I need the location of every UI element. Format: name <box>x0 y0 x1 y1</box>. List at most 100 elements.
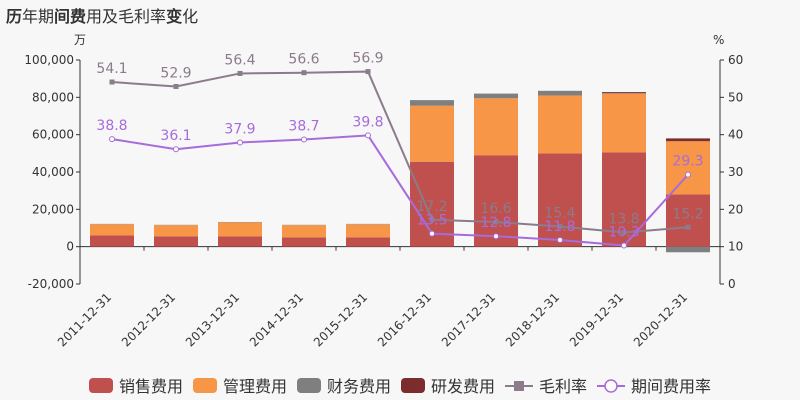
bar-segment <box>410 100 454 106</box>
data-label: 13.8 <box>608 211 639 227</box>
bar-segment <box>602 93 646 153</box>
bar-segment <box>90 235 134 247</box>
right-tick-label: 20 <box>728 202 743 216</box>
data-label: 12.8 <box>480 215 511 231</box>
data-label: 11.8 <box>544 219 575 235</box>
data-label: 38.7 <box>288 119 319 135</box>
left-tick-label: 60,000 <box>32 128 74 142</box>
series-line <box>111 134 689 247</box>
bar-segment <box>346 224 390 238</box>
bar-segment <box>154 225 198 237</box>
legend-group: 销售费用 管理费用 财务费用 研发费用 毛利率 期间费用率 <box>89 377 711 396</box>
bar-segment <box>666 138 710 142</box>
legend-marker <box>604 379 618 393</box>
x-tick-label: 2013-12-31 <box>183 290 242 349</box>
right-tick-label: 60 <box>728 53 743 67</box>
series-point <box>301 70 307 76</box>
x-tick-label: 2017-12-31 <box>439 290 498 349</box>
series-point <box>301 136 307 143</box>
right-axis-unit: % <box>713 33 724 47</box>
title-part4: 变 <box>166 7 183 26</box>
bar-segment <box>282 237 326 247</box>
bar-segment <box>666 246 710 253</box>
data-label: 17.2 <box>416 199 447 215</box>
data-label: 36.1 <box>160 128 191 144</box>
title-part3: 用及毛利率 <box>86 7 167 26</box>
left-tick-label: -20,000 <box>28 277 74 291</box>
x-tick-label: 2014-12-31 <box>247 290 306 349</box>
left-tick-label: 0 <box>66 240 74 254</box>
bar-segment <box>602 93 646 94</box>
title-part1: 年期 <box>22 7 55 26</box>
x-tick-label: 2012-12-31 <box>119 290 178 349</box>
title-prefix: 历 <box>6 7 23 26</box>
left-axis-unit: 万 <box>74 33 86 47</box>
data-label: 13.5 <box>416 213 447 229</box>
right-tick-label: 0 <box>728 277 736 291</box>
series-point <box>173 146 179 153</box>
bar-segment <box>474 93 518 99</box>
bar-segment <box>474 155 518 247</box>
chart-title: 历年期间费用及毛利率变化 <box>6 3 198 27</box>
legend-swatch <box>193 378 217 393</box>
data-label: 15.4 <box>544 206 575 222</box>
left-tick-label: 40,000 <box>32 165 74 179</box>
data-label: 16.6 <box>480 201 511 217</box>
series-point <box>237 139 243 146</box>
legend-marker <box>514 381 524 391</box>
data-label: 10.3 <box>608 225 639 241</box>
bar-segment <box>346 237 390 247</box>
right-tick-label: 10 <box>728 240 743 254</box>
series-point <box>109 79 115 85</box>
title-part5: 化 <box>182 7 199 26</box>
left-tick-label: 80,000 <box>32 90 74 104</box>
data-label: 37.9 <box>224 122 255 138</box>
series-point <box>557 224 563 230</box>
legend-swatch <box>297 378 321 393</box>
data-label: 56.9 <box>352 51 383 67</box>
right-tick-label: 50 <box>728 90 743 104</box>
labels-group: 54.1 52.9 56.4 56.6 56.9 17.2 16.6 15.4 13.8 15.2… <box>96 51 703 241</box>
x-tick-label: 2019-12-31 <box>567 290 626 349</box>
bar-segment <box>666 141 710 195</box>
data-label: 15.2 <box>672 206 703 222</box>
series-point <box>493 219 499 225</box>
bar-segment <box>538 95 582 154</box>
series-point <box>109 136 115 143</box>
data-label: 54.1 <box>96 61 127 77</box>
bar-segment <box>282 225 326 238</box>
x-tick-label: 2011-12-31 <box>55 290 114 349</box>
title-part2: 间费 <box>54 7 87 26</box>
lines-group <box>109 69 691 249</box>
data-label: 39.8 <box>352 114 383 130</box>
legend-label: 研发费用 <box>431 377 495 396</box>
bar-segment <box>218 222 262 237</box>
legend-label: 期间费用率 <box>631 377 711 396</box>
series-point <box>621 242 627 249</box>
legend-label: 销售费用 <box>119 377 183 396</box>
series-point <box>365 69 371 75</box>
bar-segment <box>474 98 518 156</box>
series-point <box>237 70 243 76</box>
series-point <box>685 171 691 178</box>
series-point <box>557 236 563 243</box>
series-point <box>685 224 691 230</box>
data-label: 52.9 <box>160 66 191 82</box>
data-label: 38.8 <box>96 118 127 134</box>
data-label: 56.4 <box>224 52 255 68</box>
series-line <box>111 70 689 234</box>
series-point <box>365 132 371 139</box>
series-point <box>429 230 435 237</box>
x-tick-label: 2020-12-31 <box>631 290 690 349</box>
bar-segment <box>666 194 710 247</box>
legend-label: 财务费用 <box>327 377 391 396</box>
axes-group: 100,000 80,000 60,000 40,000 20,000 0 -20,000 6… <box>24 33 743 349</box>
legend-swatch <box>401 378 425 393</box>
bar-segment <box>410 105 454 162</box>
legend-swatch <box>89 378 113 393</box>
legend-label: 管理费用 <box>223 377 287 396</box>
data-label: 29.3 <box>672 154 703 170</box>
bar-segment <box>90 224 134 236</box>
series-point <box>621 229 627 235</box>
